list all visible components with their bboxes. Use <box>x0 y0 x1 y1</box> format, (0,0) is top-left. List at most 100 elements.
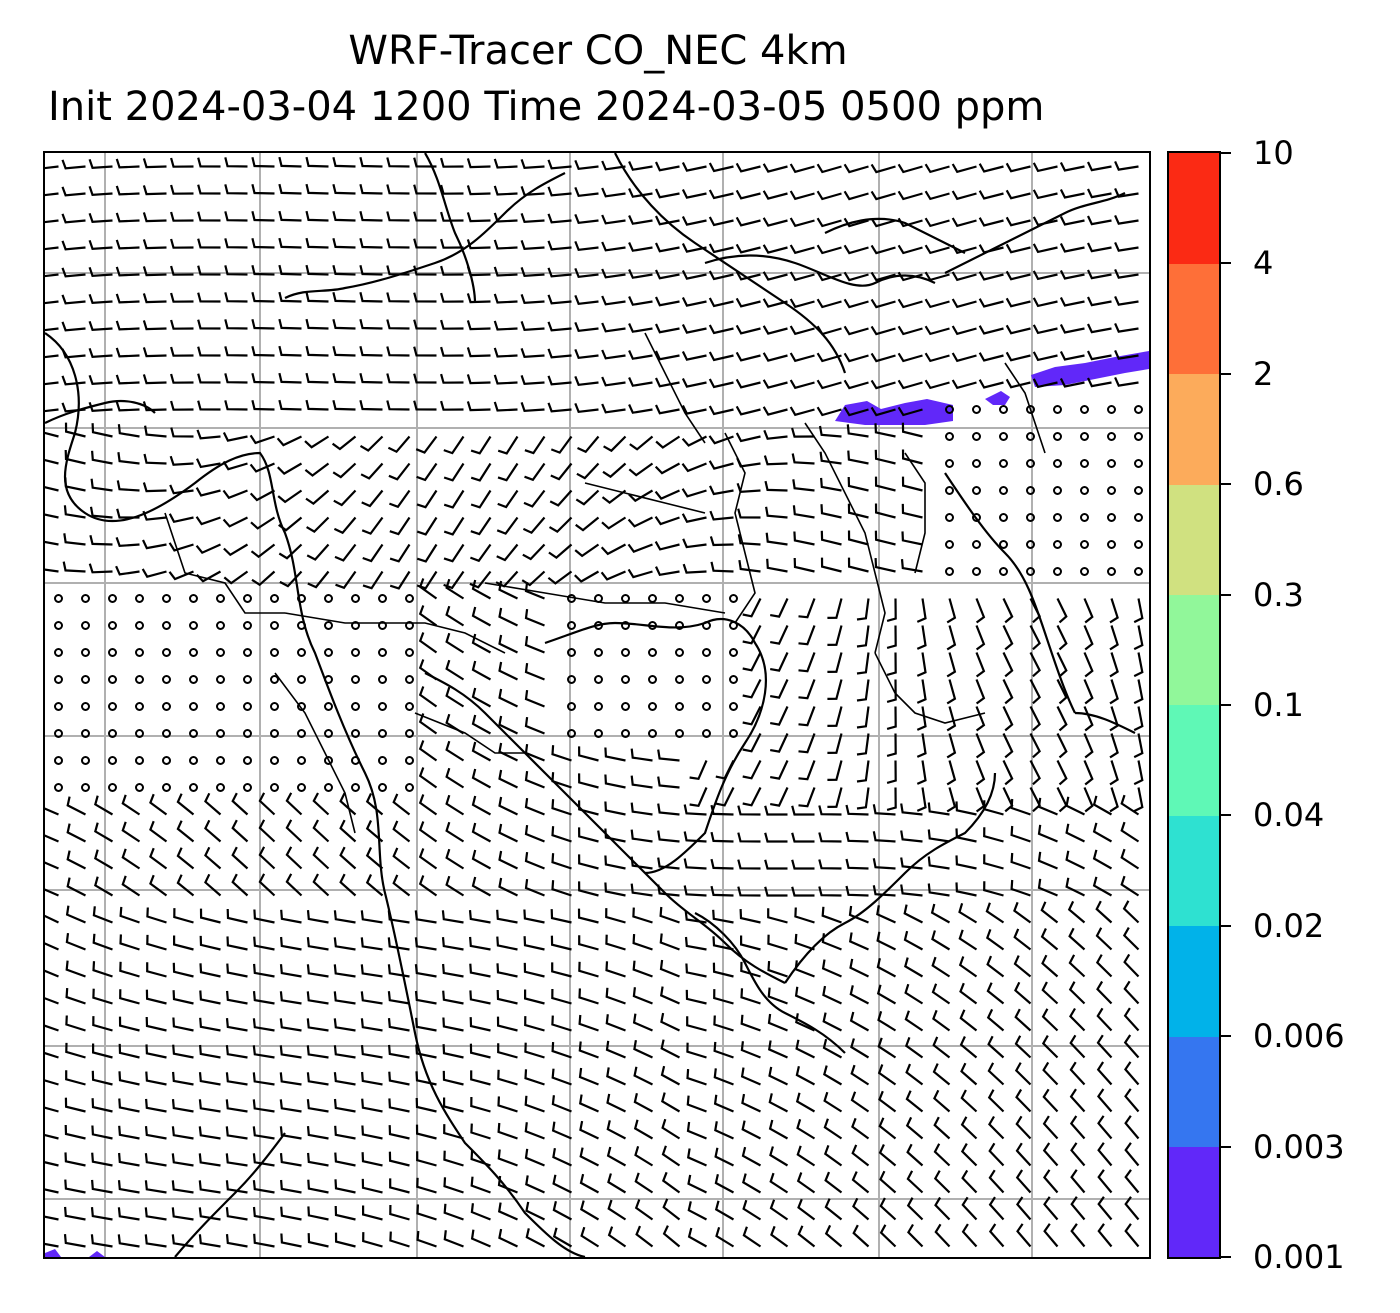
calm-wind-circle <box>648 729 657 738</box>
wind-barb <box>742 1226 762 1248</box>
wind-barb <box>1042 1061 1059 1086</box>
wind-barb <box>1123 1007 1140 1032</box>
wind-barb <box>655 350 680 361</box>
wind-barb <box>789 379 815 390</box>
wind-barb <box>197 400 221 411</box>
wind-barb <box>65 932 86 951</box>
wind-barb <box>520 402 545 413</box>
wind-barb <box>960 1116 978 1140</box>
calm-wind-circle <box>54 621 63 630</box>
wind-barb <box>763 429 788 440</box>
wind-barb <box>470 435 492 455</box>
wind-barb <box>870 163 896 174</box>
wind-barb <box>196 429 221 440</box>
wind-barb <box>332 318 356 330</box>
wind-barb <box>418 794 438 816</box>
wind-barb <box>606 1120 627 1140</box>
wind-barb <box>660 1039 681 1059</box>
wind-barb <box>886 625 897 649</box>
wind-barb <box>951 325 977 336</box>
wind-barb <box>360 937 383 951</box>
wind-barb <box>1032 351 1058 362</box>
calm-wind-circle <box>1134 405 1143 414</box>
wind-barb <box>988 1142 1005 1167</box>
wind-barb <box>975 760 986 786</box>
wind-barb <box>466 239 491 250</box>
wind-barb <box>1109 787 1119 813</box>
wind-barb <box>279 1018 302 1032</box>
colorbar-segment <box>1169 705 1219 816</box>
wind-barb <box>305 237 329 249</box>
wind-barb <box>687 1174 707 1194</box>
wind-barb <box>440 265 464 276</box>
calm-wind-circle <box>1134 432 1143 441</box>
colorbar-tick-label: 0.003 <box>1253 1127 1345 1166</box>
wind-barb <box>791 453 815 465</box>
wind-barb <box>413 292 437 303</box>
wind-barb <box>1097 1115 1113 1140</box>
wind-barb <box>550 462 573 481</box>
wind-barb <box>795 1013 815 1032</box>
wind-barb <box>305 156 329 168</box>
wind-barb <box>1013 928 1032 951</box>
wind-barb <box>470 516 492 536</box>
wind-barb <box>1059 351 1085 361</box>
calm-wind-circle <box>621 621 630 630</box>
wind-barb <box>361 1125 383 1140</box>
wind-barb <box>1083 598 1094 624</box>
wind-barb <box>1114 187 1139 198</box>
wind-barb <box>764 886 788 897</box>
wind-barb <box>769 1146 789 1167</box>
wind-barb <box>359 184 383 195</box>
wind-barb <box>905 1090 924 1113</box>
wind-barb <box>874 476 896 492</box>
wind-barb <box>574 375 599 386</box>
wind-barb <box>386 319 410 330</box>
wind-barb <box>443 1150 464 1167</box>
wind-barb <box>886 760 897 784</box>
wind-barb <box>144 1126 167 1140</box>
wind-barb <box>827 787 843 808</box>
wind-barb <box>65 1015 86 1032</box>
wind-barb <box>1059 378 1085 388</box>
wind-barb <box>986 955 1005 978</box>
wind-barb <box>470 1070 491 1086</box>
wind-barb <box>1109 652 1119 678</box>
wind-barb <box>818 805 842 816</box>
calm-wind-circle <box>297 594 306 603</box>
calm-wind-circle <box>378 756 387 765</box>
wind-barb <box>927 856 950 870</box>
calm-wind-circle <box>216 729 225 738</box>
wind-barb <box>332 156 356 168</box>
wind-barb <box>655 323 680 334</box>
wind-barb <box>249 434 275 445</box>
calm-wind-circle <box>81 756 90 765</box>
wind-barb <box>520 267 545 278</box>
wind-barb <box>916 706 927 731</box>
wind-barb <box>386 373 410 384</box>
wind-barb <box>708 324 734 335</box>
wind-barb <box>61 402 86 413</box>
wind-barb <box>1056 787 1068 813</box>
calm-wind-circle <box>648 648 657 657</box>
wind-barb <box>886 679 897 703</box>
wind-barb <box>735 432 761 443</box>
wind-barb <box>1087 377 1112 388</box>
wind-barb <box>551 1015 572 1032</box>
wind-barb <box>630 829 653 843</box>
wind-barb <box>843 379 869 390</box>
wind-barb <box>1040 928 1059 951</box>
wind-barb <box>170 238 194 249</box>
calm-wind-circle <box>351 621 360 630</box>
wind-barb <box>578 746 599 762</box>
wind-barb <box>1087 350 1112 361</box>
wind-barb <box>146 962 167 978</box>
wind-barb <box>413 400 437 411</box>
wind-barb <box>600 543 627 556</box>
wind-barb <box>1068 954 1086 978</box>
wind-barb <box>333 516 357 535</box>
wind-barb <box>171 1207 194 1221</box>
calm-wind-circle <box>297 756 306 765</box>
wind-barb <box>916 625 927 650</box>
wind-barb <box>280 1179 302 1194</box>
